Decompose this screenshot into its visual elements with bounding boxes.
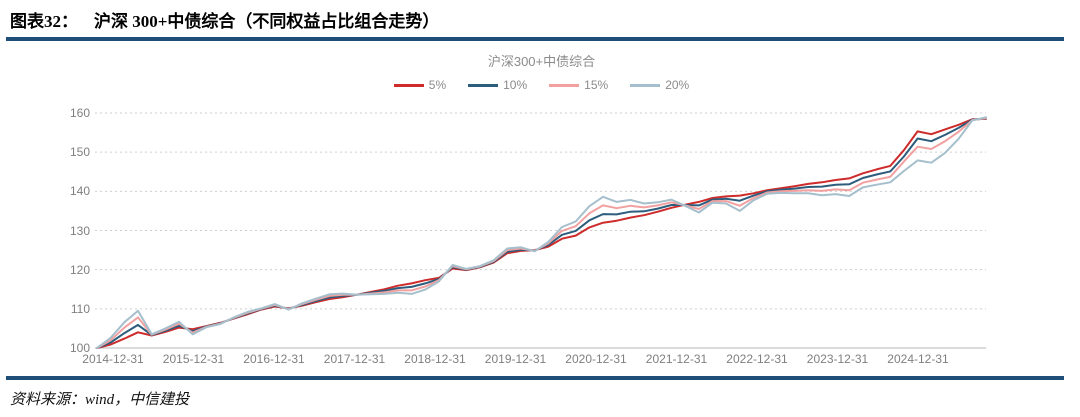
- x-axis-tick-label: 2020-12-31: [565, 352, 627, 366]
- chart-legend: 5% 10% 15% 20%: [95, 78, 988, 92]
- x-axis-tick-label: 2021-12-31: [645, 352, 708, 366]
- legend-label: 15%: [584, 78, 609, 92]
- series-line-20pct: [96, 116, 987, 349]
- legend-label: 5%: [428, 78, 447, 92]
- x-axis-tick-label: 2023-12-31: [806, 352, 869, 366]
- bottom-rule: [6, 376, 1064, 380]
- legend-item-15pct: 15%: [549, 78, 608, 92]
- x-axis-tick-label: 2017-12-31: [323, 352, 386, 366]
- legend-swatch-icon: [549, 83, 580, 87]
- x-axis-tick-label: 2015-12-31: [162, 352, 225, 366]
- y-axis-tick-label: 100: [69, 341, 90, 355]
- series-line-5pct: [96, 117, 987, 349]
- x-axis-tick-label: 2024-12-31: [887, 352, 949, 366]
- legend-item-5pct: 5%: [393, 78, 447, 92]
- figure-number: 图表32：: [10, 12, 78, 31]
- x-axis-tick-label: 2022-12-31: [726, 352, 788, 366]
- y-axis-tick-label: 110: [70, 301, 90, 316]
- figure-title: 沪深 300+中债综合（不同权益占比组合走势）: [94, 12, 440, 31]
- legend-swatch-icon: [393, 83, 424, 87]
- legend-label: 10%: [503, 78, 528, 92]
- legend-item-10pct: 10%: [468, 78, 527, 92]
- y-axis-tick-label: 150: [69, 145, 90, 160]
- y-axis-tick-label: 140: [69, 184, 90, 199]
- legend-label: 20%: [665, 78, 690, 92]
- x-axis-tick-label: 2019-12-31: [484, 352, 547, 366]
- line-chart-canvas: [95, 112, 987, 349]
- x-axis-tick-label: 2014-12-31: [82, 352, 144, 366]
- figure-header: 图表32： 沪深 300+中债综合（不同权益占比组合走势）: [10, 7, 439, 32]
- legend-swatch-icon: [630, 83, 661, 87]
- legend-swatch-icon: [468, 83, 499, 87]
- top-rule: [6, 37, 1064, 41]
- x-axis-tick-label: 2018-12-31: [404, 352, 466, 366]
- series-line-10pct: [96, 117, 987, 349]
- y-axis-tick-label: 120: [69, 262, 90, 277]
- chart-title: 沪深300+中债综合: [487, 54, 596, 69]
- x-axis-tick-label: 2016-12-31: [243, 352, 305, 366]
- y-axis-tick-label: 130: [69, 223, 90, 238]
- source-note: 资料来源：wind，中信建投: [10, 392, 190, 408]
- y-axis-tick-label: 160: [69, 106, 90, 120]
- legend-item-20pct: 20%: [630, 78, 689, 92]
